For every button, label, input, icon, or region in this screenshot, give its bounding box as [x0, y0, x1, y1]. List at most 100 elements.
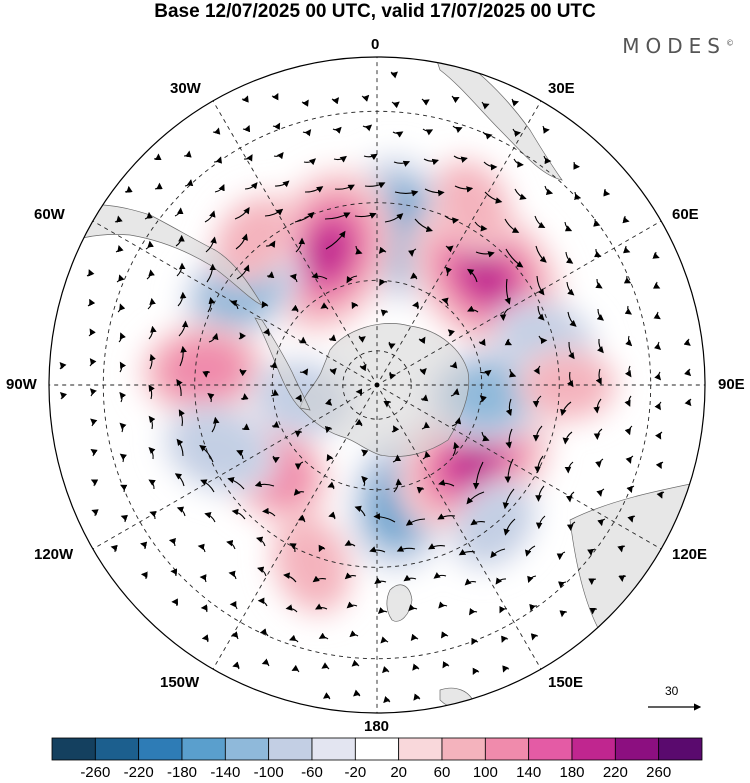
wind-arrow: [124, 185, 133, 193]
wind-arrow: [542, 125, 550, 134]
wind-arrow: [626, 485, 635, 494]
colorbar-tick-label: 20: [390, 764, 407, 781]
wind-arrow: [363, 153, 378, 161]
colorbar-tick-label: -100: [253, 764, 284, 781]
wind-arrow: [272, 122, 281, 131]
wind-arrow: [447, 329, 455, 337]
wind-arrow: [302, 129, 312, 137]
wind-arrow: [269, 361, 278, 369]
wind-arrow: [312, 575, 327, 583]
wind-arrow: [479, 395, 487, 403]
wind-arrow: [589, 607, 598, 615]
wind-arrow: [403, 574, 417, 582]
wind-arrow: [176, 506, 186, 517]
wind-arrow: [354, 212, 377, 219]
wind-arrow: [355, 388, 363, 397]
colorbar-tick-label: 220: [602, 764, 628, 781]
wind-arrow: [652, 251, 660, 259]
wind-arrow: [382, 666, 390, 674]
wind-arrow: [564, 461, 574, 474]
wind-arrow: [289, 273, 298, 283]
wind-arrow: [467, 305, 479, 313]
wind-arrow: [171, 598, 179, 607]
wind-arrow: [388, 341, 396, 350]
wind-arrow: [344, 539, 356, 547]
wind-arrow: [236, 264, 250, 280]
wind-arrow: [334, 184, 355, 191]
wind-arrow: [271, 421, 280, 428]
wind-arrow: [564, 221, 573, 232]
wind-arrow: [393, 478, 403, 493]
wind-arrow: [120, 514, 129, 523]
wind-arrow: [438, 601, 448, 609]
wind-arrow: [453, 155, 468, 163]
wind-arrow: [378, 246, 387, 254]
wind-arrow: [617, 545, 626, 553]
lon-label-30w: 30W: [170, 80, 201, 97]
wind-arrow: [653, 341, 662, 351]
wind-arrow: [303, 158, 316, 166]
wind-arrow: [529, 603, 538, 612]
wind-arrow: [421, 421, 430, 430]
wind-arrow: [504, 458, 514, 484]
wind-arrow: [140, 541, 148, 550]
wind-arrow: [320, 302, 329, 310]
wind-arrow: [595, 278, 603, 289]
wind-arrow: [59, 361, 67, 370]
wind-arrow: [412, 663, 420, 671]
colorbar-swatch: [484, 737, 530, 761]
wind-arrow: [593, 218, 601, 227]
wind-arrow: [471, 637, 479, 646]
wind-arrow: [351, 659, 360, 667]
wind-arrow: [470, 518, 486, 526]
wind-arrow: [318, 632, 329, 640]
wind-arrow: [625, 455, 634, 464]
wind-arrow: [231, 631, 239, 640]
wind-arrow: [504, 278, 511, 305]
wind-arrow: [254, 480, 275, 488]
wind-arrow: [482, 131, 493, 140]
wind-arrow: [362, 124, 373, 132]
wind-arrow: [239, 368, 247, 377]
wind-arrow: [391, 101, 400, 109]
wind-arrow: [481, 431, 490, 442]
wind-arrow: [213, 156, 222, 164]
wind-arrow: [530, 633, 539, 641]
wind-arrow: [596, 488, 605, 497]
wind-arrow: [199, 574, 207, 583]
wind-arrow: [202, 370, 211, 378]
wind-arrow: [243, 154, 253, 162]
wind-arrow: [383, 400, 392, 408]
wind-arrow: [175, 234, 185, 247]
wind-arrow: [627, 515, 636, 523]
wind-arrow: [416, 486, 425, 494]
wind-arrow: [149, 353, 156, 370]
wind-arrow: [535, 485, 545, 502]
wind-arrow: [562, 431, 573, 445]
wind-arrow: [597, 338, 604, 354]
wind-arrow: [479, 369, 492, 377]
wind-arrow: [475, 251, 495, 258]
antarctic-peninsula: [254, 317, 311, 411]
wind-arrow: [437, 513, 456, 520]
chart-title: Base 12/07/2025 00 UTC, valid 17/07/2025…: [154, 1, 596, 22]
wind-arrow: [466, 268, 478, 283]
wind-arrow: [373, 513, 396, 523]
meridian-line: [382, 388, 662, 550]
lon-label-180: 180: [364, 718, 390, 735]
wind-arrow: [595, 458, 604, 468]
anomaly-cell: [276, 520, 347, 608]
wind-arrow: [440, 631, 449, 639]
wind-arrow: [499, 606, 508, 614]
map-outline: [48, 56, 706, 714]
wind-arrow: [478, 338, 486, 346]
wind-arrow: [449, 361, 458, 369]
wind-arrow: [90, 418, 98, 427]
wind-arrow: [623, 245, 631, 254]
colorbar-swatch: [398, 737, 443, 761]
wind-arrow: [684, 398, 692, 407]
wind-arrow: [229, 600, 238, 610]
wind-arrow: [423, 158, 439, 166]
colorbar-swatch: [441, 737, 486, 761]
